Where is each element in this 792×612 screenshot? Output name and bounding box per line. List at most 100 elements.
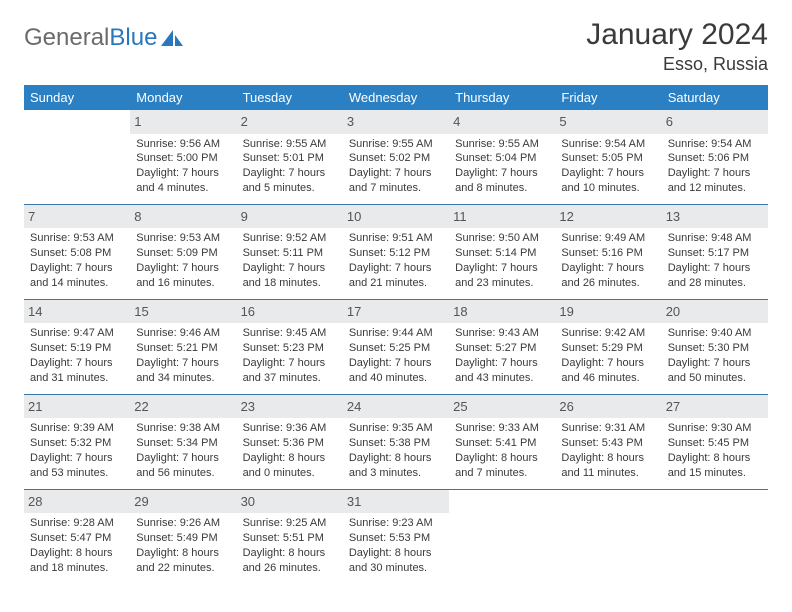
day-cell: 23 Sunrise: 9:36 AMSunset: 5:36 PMDayligh…: [237, 394, 343, 489]
daylight-text: and 5 minutes.: [243, 181, 337, 196]
dow-mon: Monday: [130, 85, 236, 110]
sunset-text: Sunset: 5:53 PM: [349, 531, 443, 546]
sunset-text: Sunset: 5:36 PM: [243, 436, 337, 451]
daylight-text: and 26 minutes.: [561, 276, 655, 291]
day-cell: 28Sunrise: 9:28 AMSunset: 5:47 PMDayligh…: [24, 489, 130, 583]
daylight-text: and 56 minutes.: [136, 466, 230, 481]
daylight-text: and 15 minutes.: [668, 466, 762, 481]
sunrise-text: Sunrise: 9:45 AM: [243, 326, 337, 341]
sunset-text: Sunset: 5:38 PM: [349, 436, 443, 451]
sunrise-text: Sunrise: 9:35 AM: [349, 421, 443, 436]
day-number: 25: [449, 395, 555, 419]
day-cell: 31 Sunrise: 9:23 AMSunset: 5:53 PMDayligh…: [343, 489, 449, 583]
sunset-text: Sunset: 5:49 PM: [136, 531, 230, 546]
sunrise-text: Sunrise: 9:53 AM: [30, 231, 124, 246]
day-cell: 18Sunrise: 9:43 AMSunset: 5:27 PMDayligh…: [449, 299, 555, 394]
daylight-text: Daylight: 8 hours: [243, 451, 337, 466]
daylight-text: Daylight: 8 hours: [455, 451, 549, 466]
daylight-text: Daylight: 7 hours: [136, 166, 230, 181]
day-number: 13: [662, 205, 768, 229]
daylight-text: Daylight: 7 hours: [30, 356, 124, 371]
day-number: 2: [237, 110, 343, 134]
sunset-text: Sunset: 5:16 PM: [561, 246, 655, 261]
daylight-text: and 50 minutes.: [668, 371, 762, 386]
day-cell: 13Sunrise: 9:48 AMSunset: 5:17 PMDayligh…: [662, 204, 768, 299]
sunset-text: Sunset: 5:11 PM: [243, 246, 337, 261]
dow-sun: Sunday: [24, 85, 130, 110]
sunset-text: Sunset: 5:30 PM: [668, 341, 762, 356]
daylight-text: Daylight: 7 hours: [561, 261, 655, 276]
sunrise-text: Sunrise: 9:44 AM: [349, 326, 443, 341]
sunrise-text: Sunrise: 9:55 AM: [243, 137, 337, 152]
sunset-text: Sunset: 5:12 PM: [349, 246, 443, 261]
day-cell: 5Sunrise: 9:54 AMSunset: 5:05 PMDaylight…: [555, 110, 661, 204]
day-number: 1: [130, 110, 236, 134]
daylight-text: Daylight: 7 hours: [668, 166, 762, 181]
day-number: 29: [130, 490, 236, 514]
calendar-grid: Sunday Monday Tuesday Wednesday Thursday…: [24, 85, 768, 584]
daylight-text: Daylight: 7 hours: [349, 261, 443, 276]
daylight-text: Daylight: 8 hours: [561, 451, 655, 466]
day-number: 28: [24, 490, 130, 514]
daylight-text: Daylight: 7 hours: [136, 451, 230, 466]
week-row: 7Sunrise: 9:53 AMSunset: 5:08 PMDaylight…: [24, 204, 768, 299]
sunset-text: Sunset: 5:51 PM: [243, 531, 337, 546]
daylight-text: and 14 minutes.: [30, 276, 124, 291]
day-cell: 21Sunrise: 9:39 AMSunset: 5:32 PMDayligh…: [24, 394, 130, 489]
sunrise-text: Sunrise: 9:49 AM: [561, 231, 655, 246]
daylight-text: Daylight: 7 hours: [243, 356, 337, 371]
dow-sat: Saturday: [662, 85, 768, 110]
day-number: 23: [237, 395, 343, 419]
sunrise-text: Sunrise: 9:36 AM: [243, 421, 337, 436]
daylight-text: and 18 minutes.: [30, 561, 124, 576]
daylight-text: Daylight: 7 hours: [561, 356, 655, 371]
sunrise-text: Sunrise: 9:38 AM: [136, 421, 230, 436]
day-cell: 9Sunrise: 9:52 AMSunset: 5:11 PMDaylight…: [237, 204, 343, 299]
sunset-text: Sunset: 5:06 PM: [668, 151, 762, 166]
day-cell: 15Sunrise: 9:46 AMSunset: 5:21 PMDayligh…: [130, 299, 236, 394]
day-number: 15: [130, 300, 236, 324]
sunset-text: Sunset: 5:32 PM: [30, 436, 124, 451]
sunset-text: Sunset: 5:04 PM: [455, 151, 549, 166]
daylight-text: Daylight: 7 hours: [136, 356, 230, 371]
day-cell: 17Sunrise: 9:44 AMSunset: 5:25 PMDayligh…: [343, 299, 449, 394]
day-cell: 24Sunrise: 9:35 AMSunset: 5:38 PMDayligh…: [343, 394, 449, 489]
brand-name: GeneralBlue: [24, 24, 157, 52]
sunset-text: Sunset: 5:02 PM: [349, 151, 443, 166]
sunrise-text: Sunrise: 9:54 AM: [561, 137, 655, 152]
sunrise-text: Sunrise: 9:30 AM: [668, 421, 762, 436]
day-cell: 11Sunrise: 9:50 AMSunset: 5:14 PMDayligh…: [449, 204, 555, 299]
daylight-text: Daylight: 7 hours: [455, 261, 549, 276]
sunrise-text: Sunrise: 9:33 AM: [455, 421, 549, 436]
sunrise-text: Sunrise: 9:55 AM: [455, 137, 549, 152]
daylight-text: and 8 minutes.: [455, 181, 549, 196]
sunset-text: Sunset: 5:43 PM: [561, 436, 655, 451]
day-number: 31: [343, 490, 449, 514]
daylight-text: Daylight: 8 hours: [349, 546, 443, 561]
sunset-text: Sunset: 5:25 PM: [349, 341, 443, 356]
daylight-text: Daylight: 7 hours: [243, 166, 337, 181]
daylight-text: Daylight: 8 hours: [136, 546, 230, 561]
day-number: 14: [24, 300, 130, 324]
calendar-document: GeneralBlue January 2024 Esso, Russia Su…: [0, 0, 792, 596]
week-row: 21Sunrise: 9:39 AMSunset: 5:32 PMDayligh…: [24, 394, 768, 489]
sunrise-text: Sunrise: 9:56 AM: [136, 137, 230, 152]
daylight-text: and 23 minutes.: [455, 276, 549, 291]
sunset-text: Sunset: 5:19 PM: [30, 341, 124, 356]
daylight-text: and 10 minutes.: [561, 181, 655, 196]
sunset-text: Sunset: 5:23 PM: [243, 341, 337, 356]
sunrise-text: Sunrise: 9:53 AM: [136, 231, 230, 246]
sunset-text: Sunset: 5:01 PM: [243, 151, 337, 166]
daylight-text: Daylight: 8 hours: [349, 451, 443, 466]
daylight-text: and 43 minutes.: [455, 371, 549, 386]
brand-name-b: Blue: [109, 24, 157, 51]
sunset-text: Sunset: 5:34 PM: [136, 436, 230, 451]
day-cell: 26Sunrise: 9:31 AMSunset: 5:43 PMDayligh…: [555, 394, 661, 489]
sunrise-text: Sunrise: 9:23 AM: [349, 516, 443, 531]
daylight-text: and 21 minutes.: [349, 276, 443, 291]
sunset-text: Sunset: 5:29 PM: [561, 341, 655, 356]
sunset-text: Sunset: 5:41 PM: [455, 436, 549, 451]
sunrise-text: Sunrise: 9:25 AM: [243, 516, 337, 531]
sunrise-text: Sunrise: 9:46 AM: [136, 326, 230, 341]
sunrise-text: Sunrise: 9:26 AM: [136, 516, 230, 531]
